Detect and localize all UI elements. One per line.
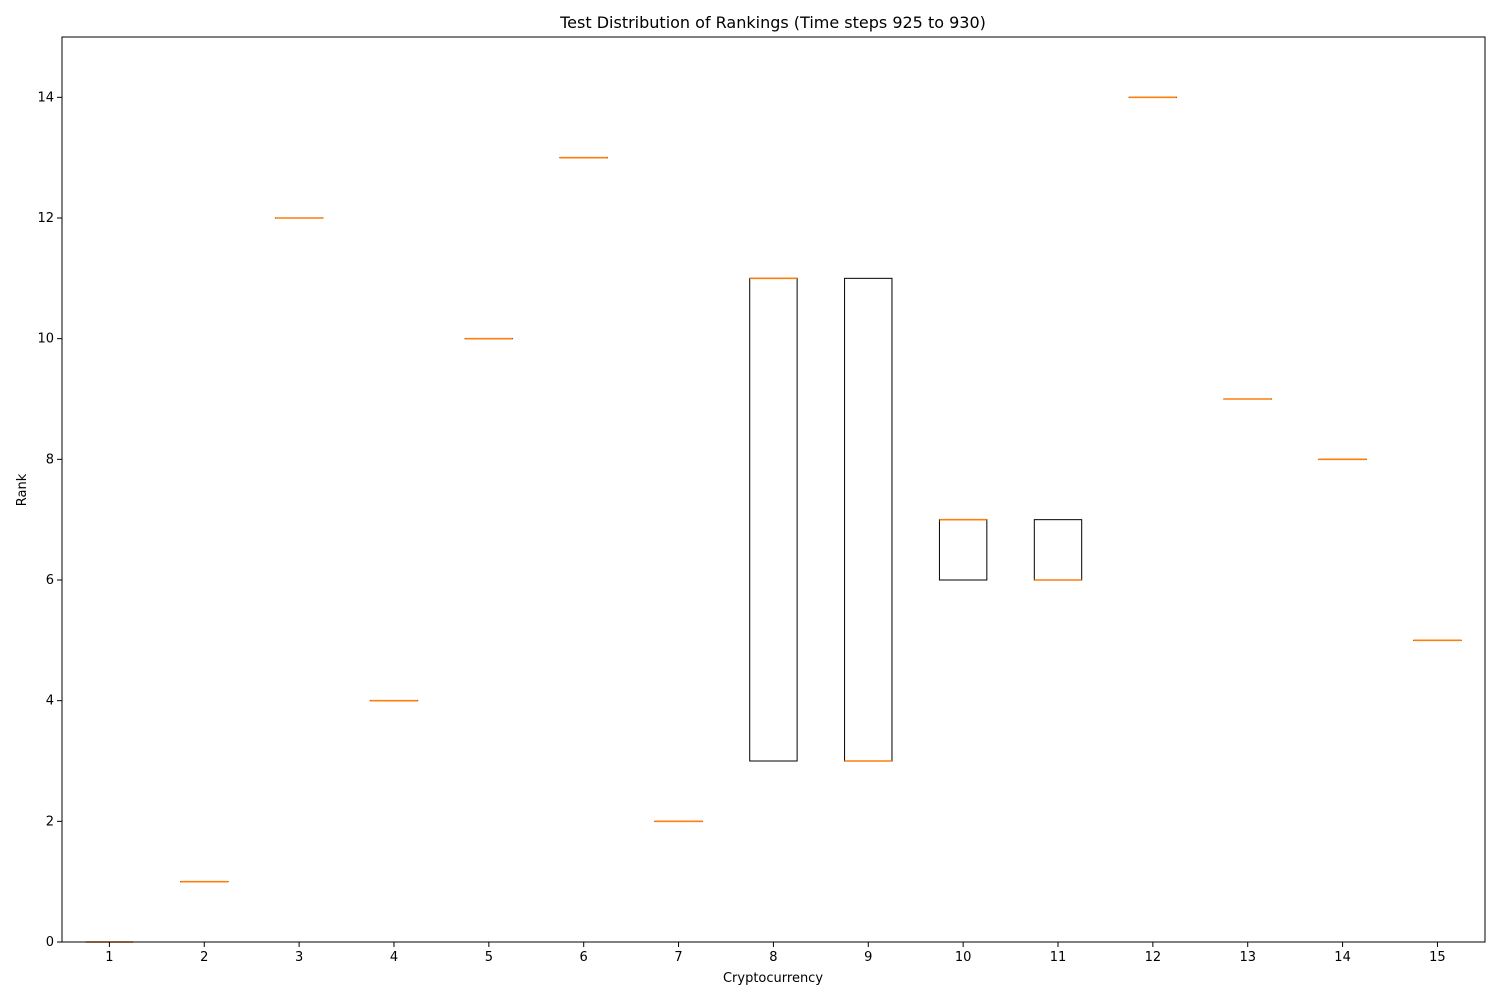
- y-tick-label: 8: [46, 452, 54, 467]
- y-axis: 0 2 4 6 8 10 12 14: [37, 90, 62, 950]
- x-axis-label: Cryptocurrency: [723, 971, 823, 986]
- x-tick-label: 5: [485, 950, 493, 965]
- x-axis: 1 2 3 4 5 6 7 8 9 10 11 12 13 14 15: [105, 942, 1446, 965]
- chart-title: Test Distribution of Rankings (Time step…: [559, 13, 986, 32]
- y-tick-label: 4: [46, 694, 54, 709]
- box-9: [844, 277, 893, 762]
- x-tick-label: 14: [1334, 950, 1351, 965]
- y-tick-label: 14: [37, 90, 54, 105]
- box-8: [749, 277, 798, 762]
- x-tick-label: 1: [105, 950, 113, 965]
- x-tick-label: 10: [955, 950, 972, 965]
- y-axis-label: Rank: [15, 473, 30, 506]
- x-tick-label: 13: [1239, 950, 1256, 965]
- x-tick-label: 4: [390, 950, 398, 965]
- y-tick-label: 10: [37, 332, 54, 347]
- box-11: [1033, 519, 1083, 581]
- x-tick-label: 11: [1050, 950, 1067, 965]
- y-tick-label: 6: [46, 573, 54, 588]
- x-tick-label: 6: [580, 950, 588, 965]
- x-tick-label: 2: [200, 950, 208, 965]
- x-tick-label: 3: [295, 950, 303, 965]
- x-tick-label: 7: [674, 950, 682, 965]
- box-10: [938, 518, 988, 581]
- x-tick-label: 12: [1145, 950, 1162, 965]
- x-tick-label: 15: [1429, 950, 1446, 965]
- y-tick-label: 2: [46, 814, 54, 829]
- y-tick-label: 12: [37, 211, 54, 226]
- x-tick-label: 9: [864, 950, 872, 965]
- x-tick-label: 8: [769, 950, 777, 965]
- y-tick-label: 0: [46, 935, 54, 950]
